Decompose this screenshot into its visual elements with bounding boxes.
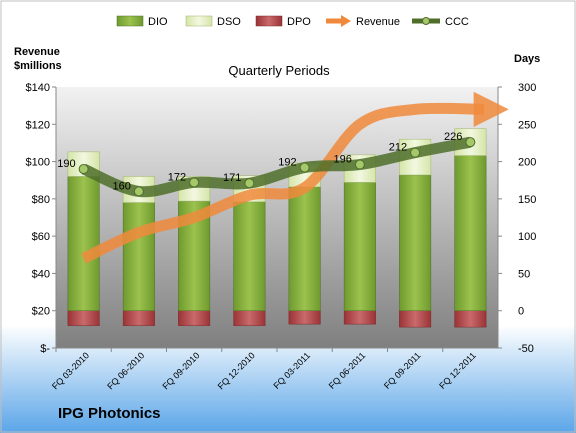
right-axis-ticks: -50 0 50 100 150 200 250 300 xyxy=(498,82,536,355)
right-axis-label: Days xyxy=(514,53,540,65)
legend-label-dso: DSO xyxy=(217,16,241,28)
bar-dio xyxy=(67,176,100,311)
ccc-point xyxy=(244,178,255,189)
bar-dpo xyxy=(399,310,432,328)
left-tick-label: $100 xyxy=(26,157,50,169)
left-tick-label: $40 xyxy=(32,268,50,280)
ccc-point xyxy=(410,147,421,158)
ccc-data-label: 226 xyxy=(444,131,462,143)
ccc-data-label: 190 xyxy=(57,158,75,170)
right-tick-label: 50 xyxy=(518,268,530,280)
ccc-data-label: 192 xyxy=(278,157,296,169)
ccc-point xyxy=(354,159,365,170)
left-tick-label: $60 xyxy=(32,231,50,243)
left-tick-label: $120 xyxy=(26,119,50,131)
chart-title: Quarterly Periods xyxy=(228,63,330,78)
bar-dio xyxy=(399,174,432,311)
ccc-point xyxy=(133,186,144,197)
right-tick-label: 100 xyxy=(518,231,536,243)
left-axis-ticks: $- $20 $40 $60 $80 $100 $120 $140 xyxy=(26,82,56,355)
legend-label-dio: DIO xyxy=(148,16,168,28)
bar-dpo xyxy=(122,310,155,326)
bar-dpo xyxy=(288,310,321,325)
right-tick-label: 250 xyxy=(518,119,536,131)
legend-swatch-dio xyxy=(116,15,144,27)
ccc-data-label: 212 xyxy=(389,142,407,154)
legend: DIO DSO DPO Revenue CCC xyxy=(116,15,469,28)
ccc-point xyxy=(299,162,310,173)
right-tick-label: 200 xyxy=(518,157,536,169)
ccc-point xyxy=(78,164,89,175)
legend-label-ccc: CCC xyxy=(445,16,469,28)
legend-label-revenue: Revenue xyxy=(356,16,400,28)
revenue-series xyxy=(81,91,509,264)
company-name: IPG Photonics xyxy=(58,405,161,422)
right-tick-label: 0 xyxy=(518,306,524,318)
bar-dio xyxy=(122,202,155,311)
left-tick-label: $80 xyxy=(32,194,50,206)
bar-dio xyxy=(233,201,266,311)
left-axis-label-line1: Revenue xyxy=(14,46,60,58)
ccc-data-label: 160 xyxy=(113,180,131,192)
right-tick-label: 150 xyxy=(518,194,536,206)
ccc-point xyxy=(465,137,476,148)
revenue-line xyxy=(81,91,509,264)
ccc-data-label: 172 xyxy=(168,171,186,183)
bar-dpo xyxy=(67,310,100,326)
right-tick-label: -50 xyxy=(518,343,534,355)
plot-area xyxy=(56,87,498,348)
left-tick-label: $140 xyxy=(26,82,50,94)
right-tick-label: 300 xyxy=(518,82,536,94)
ccc-series: 190 160 172 171 192 196 212 226 xyxy=(57,131,476,198)
legend-swatch-revenue-head xyxy=(341,15,351,27)
bar-dio xyxy=(454,155,487,311)
ccc-data-label: 171 xyxy=(223,172,241,184)
bar-dpo xyxy=(178,310,211,326)
left-axis-label-line2: $millions xyxy=(14,60,62,72)
bar-dio xyxy=(288,186,321,311)
bar-dio xyxy=(343,182,376,311)
left-tick-label: $- xyxy=(40,343,50,355)
legend-swatch-dso xyxy=(185,15,213,27)
bar-dpo xyxy=(233,310,266,326)
ccc-point xyxy=(189,177,200,188)
legend-label-dpo: DPO xyxy=(287,16,311,28)
bars xyxy=(67,128,487,328)
ccc-data-label: 196 xyxy=(334,154,352,166)
bar-dpo xyxy=(454,310,487,328)
left-tick-label: $20 xyxy=(32,306,50,318)
bar-dpo xyxy=(343,310,376,325)
legend-swatch-dpo xyxy=(255,15,283,27)
legend-swatch-ccc-marker xyxy=(422,17,430,25)
